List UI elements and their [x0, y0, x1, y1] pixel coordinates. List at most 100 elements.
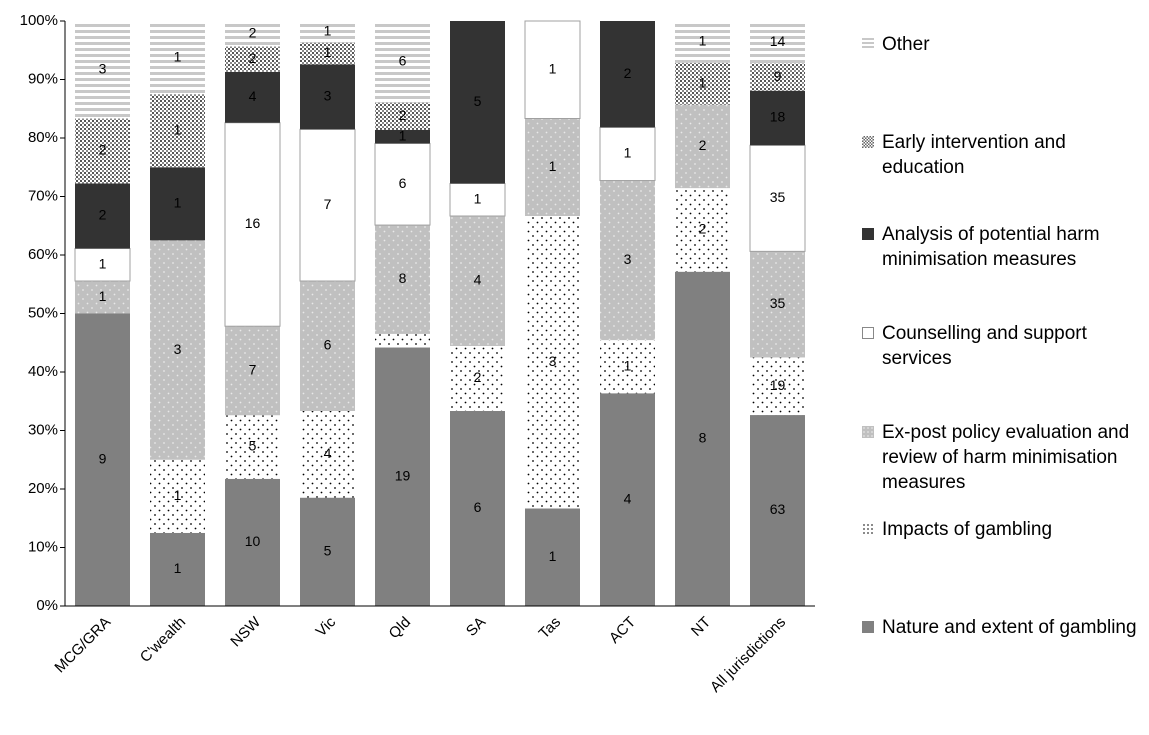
data-label: 1 — [174, 195, 182, 211]
legend-item: Analysis of potential harm minimisation … — [862, 222, 1147, 272]
data-label: 5 — [249, 438, 257, 454]
data-label: 4 — [249, 88, 257, 104]
data-label: 2 — [624, 65, 632, 81]
data-label: 2 — [99, 207, 107, 223]
bar-segment — [150, 240, 205, 460]
data-label: 2 — [399, 107, 407, 123]
bar-segment — [375, 102, 430, 130]
data-label: 1 — [174, 560, 182, 576]
data-label: 19 — [395, 467, 411, 483]
y-tick-label: 0% — [36, 597, 58, 614]
legend-swatch — [862, 621, 874, 633]
data-label: 16 — [245, 215, 261, 231]
bar-segment — [750, 21, 805, 64]
bar-segment — [225, 415, 280, 479]
data-label: 1 — [699, 74, 707, 90]
data-label: 1 — [324, 23, 332, 39]
bar-segment — [75, 118, 130, 184]
bar-segment — [750, 63, 805, 91]
data-label: 2 — [249, 50, 257, 66]
data-label: 35 — [770, 189, 786, 205]
bar-segment — [150, 167, 205, 241]
bar-segment — [75, 21, 130, 119]
data-label: 19 — [770, 377, 786, 393]
bar-segment — [375, 347, 430, 606]
bar-segment — [225, 46, 280, 72]
bar-segment — [375, 333, 430, 348]
bar-segment — [75, 183, 130, 249]
bar-segment — [300, 64, 355, 130]
y-tick-label: 60% — [28, 246, 58, 263]
x-tick-label: NSW — [227, 613, 264, 650]
bar-segment — [374, 142, 431, 226]
data-label: 4 — [324, 445, 332, 461]
bar-segment — [300, 497, 355, 606]
legend-label: Analysis of potential harm minimisation … — [882, 224, 1100, 270]
bar-segment — [525, 508, 580, 606]
data-label: 5 — [324, 543, 332, 559]
bar-segment — [600, 340, 655, 394]
data-label: 9 — [774, 68, 782, 84]
data-label: 1 — [174, 487, 182, 503]
data-label: 2 — [99, 142, 107, 158]
bar-segment — [150, 21, 205, 95]
data-label: 3 — [624, 251, 632, 267]
bar-segment — [300, 281, 355, 411]
bar-segment — [750, 90, 805, 146]
bar-segment — [300, 411, 355, 498]
y-tick-label: 70% — [28, 187, 58, 204]
data-label: 8 — [699, 430, 707, 446]
data-label: 35 — [770, 295, 786, 311]
data-label: 6 — [399, 53, 407, 69]
data-label: 1 — [549, 158, 557, 174]
legend-label: Ex-post policy evaluation and review of … — [882, 422, 1130, 493]
bar-segment — [450, 346, 505, 411]
bar-segment — [599, 126, 656, 182]
chart: 0% 10% 20% 30% 40% 50% 60% 70% 80% 90% 100% 9 1 1 2 2 3 M… — [20, 12, 815, 696]
bar-segment — [750, 251, 805, 358]
data-label: 10 — [245, 533, 261, 549]
legend-label: Counselling and support services — [882, 323, 1087, 369]
data-label: 4 — [474, 272, 482, 288]
data-label: 3 — [174, 341, 182, 357]
data-label: 1 — [99, 288, 107, 304]
bar-segment — [600, 180, 655, 341]
y-tick-label: 90% — [28, 70, 58, 87]
legend-item: Nature and extent of gambling — [862, 615, 1147, 640]
bar-segment — [75, 281, 130, 314]
data-label: 2 — [699, 137, 707, 153]
legend-item: Other — [862, 32, 1147, 57]
bar-segment — [150, 532, 205, 606]
bar-segment — [525, 216, 580, 509]
bar-segment — [225, 21, 280, 47]
bar-segment — [75, 313, 130, 606]
data-label: 1 — [399, 127, 407, 143]
data-label: 1 — [699, 33, 707, 49]
data-label: 3 — [549, 353, 557, 369]
data-label: 1 — [324, 44, 332, 60]
data-label: 3 — [324, 88, 332, 104]
y-tick-label: 30% — [28, 421, 58, 438]
y-tick-label: 20% — [28, 480, 58, 497]
legend-swatch — [862, 426, 874, 438]
bar-segment — [300, 42, 355, 65]
legend-label: Other — [882, 34, 930, 55]
data-label: 1 — [624, 145, 632, 161]
legend-swatch — [862, 38, 874, 50]
legend-item: Ex-post policy evaluation and review of … — [862, 420, 1147, 495]
y-tick-label: 40% — [28, 363, 58, 380]
data-label: 9 — [99, 450, 107, 466]
y-tick-label: 10% — [28, 538, 58, 555]
bar-segment — [675, 62, 730, 105]
bar-segment — [675, 188, 730, 272]
x-tick-label: Qld — [386, 614, 415, 643]
x-tick-label: SA — [463, 614, 489, 640]
x-tick-label: ACT — [606, 614, 639, 647]
legend-item: Early intervention and education — [862, 130, 1147, 180]
bar-segment — [225, 478, 280, 606]
bar-segment — [449, 183, 506, 217]
bar-segment — [225, 71, 280, 123]
bar-segment — [74, 248, 131, 282]
bar-segment — [375, 225, 430, 334]
